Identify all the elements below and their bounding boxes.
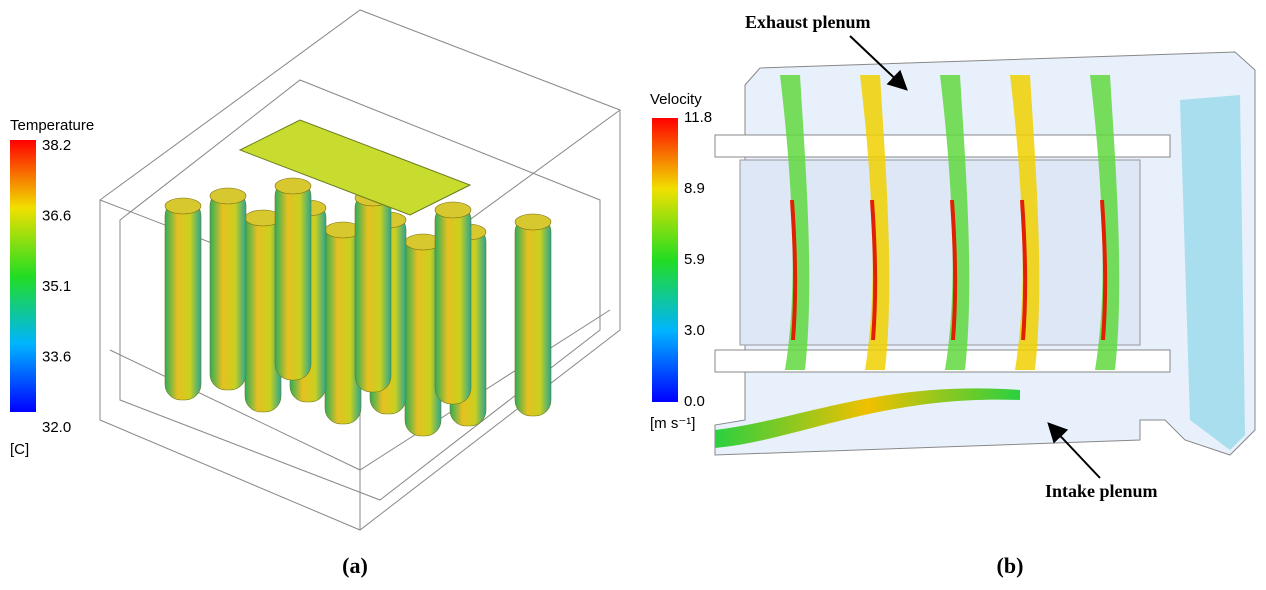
cell-top (165, 198, 201, 214)
cell-top (210, 188, 246, 204)
colorbar-title: Temperature (10, 117, 94, 134)
cell-top (435, 202, 471, 218)
cell (210, 190, 246, 390)
cell (435, 204, 471, 404)
panel-label: (a) (342, 553, 368, 578)
colorbar-unit: [C] (10, 441, 29, 458)
colorbar-ticks: 11.8 8.9 5.9 3.0 0.0 (684, 109, 712, 410)
colorbar-tick-label: 5.9 (684, 251, 705, 268)
annotation: Exhaust plenum (745, 12, 871, 32)
colorbar (10, 140, 36, 412)
colorbar-title: Velocity (650, 91, 702, 108)
panel-a: Temperature 38.2 36.6 35.1 33.6 32.0 [C] (a) (10, 10, 620, 578)
battery-cells (165, 120, 551, 436)
colorbar-unit: [m s⁻¹] (650, 415, 695, 432)
colorbar-tick-label: 35.1 (42, 278, 71, 295)
cell-top (275, 178, 311, 194)
colorbar-tick-label: 0.0 (684, 393, 705, 410)
colorbar-tick-label: 38.2 (42, 137, 71, 154)
panel-b: Velocity 11.8 8.9 5.9 3.0 0.0 [m s⁻¹] Exhaus… (650, 12, 1255, 578)
cell (355, 192, 391, 392)
colorbar-tick-label: 33.6 (42, 348, 71, 365)
cell (165, 200, 201, 400)
colorbar-tick-label: 32.0 (42, 419, 71, 436)
colorbar (652, 118, 678, 402)
panel-label: (b) (997, 553, 1024, 578)
annotation: Intake plenum (1045, 481, 1158, 501)
colorbar-ticks: 38.2 36.6 35.1 33.6 32.0 (42, 137, 71, 436)
colorbar-tick-label: 8.9 (684, 180, 705, 197)
colorbar-tick-label: 36.6 (42, 207, 71, 224)
cell (515, 216, 551, 416)
colorbar-tick-label: 3.0 (684, 322, 705, 339)
cell-top (515, 214, 551, 230)
flow-domain (715, 52, 1255, 455)
figure: Temperature 38.2 36.6 35.1 33.6 32.0 [C] (a)… (0, 0, 1266, 590)
colorbar-tick-label: 11.8 (684, 109, 712, 126)
cell (275, 180, 311, 380)
